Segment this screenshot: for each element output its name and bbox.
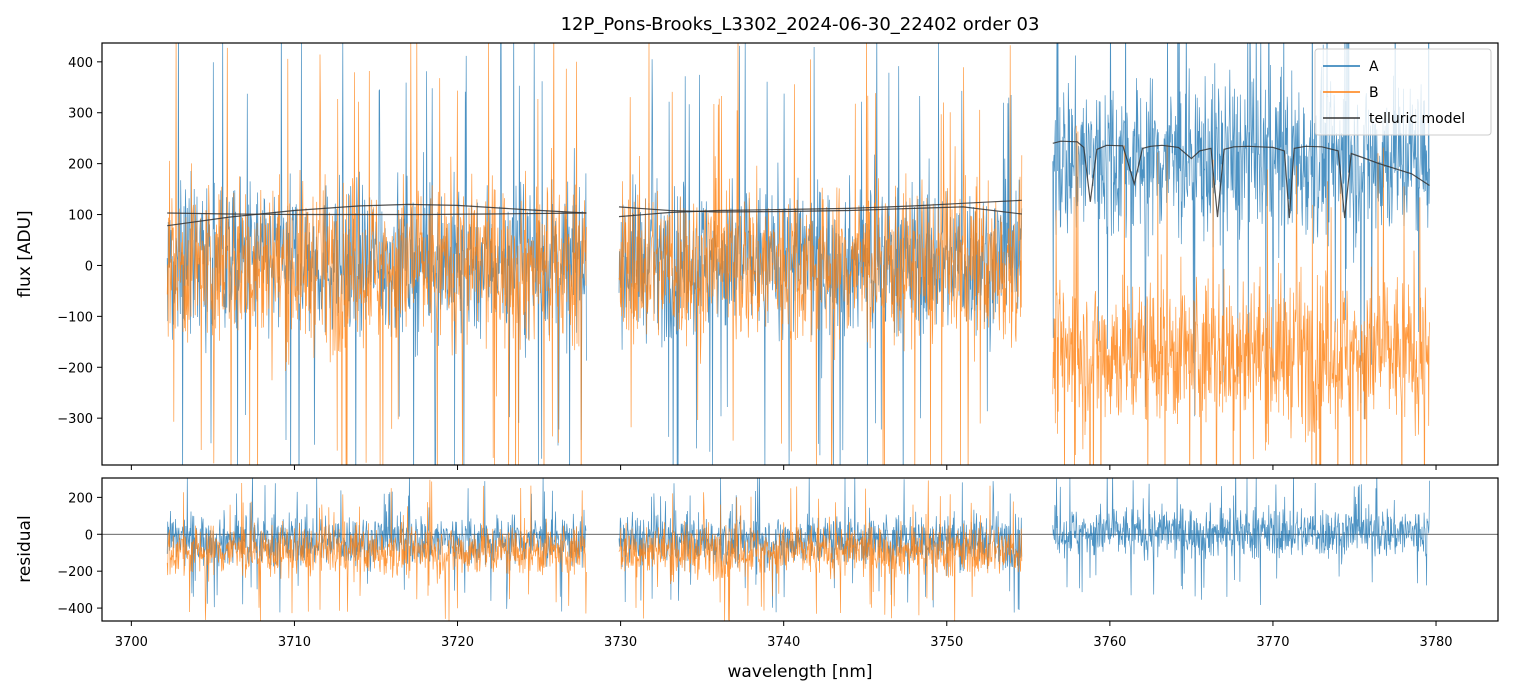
x-tick-label: 3760 xyxy=(1093,635,1126,650)
legend-label-a: A xyxy=(1369,59,1379,75)
x-tick-label: 3720 xyxy=(441,635,474,650)
flux-series-b-segment-0 xyxy=(166,43,587,465)
flux-y-tick-label: 300 xyxy=(68,107,93,122)
flux-panel-frame xyxy=(101,42,1499,466)
residual-y-tick-label: 0 xyxy=(85,528,93,543)
flux-series-b-segment-2 xyxy=(1052,125,1430,465)
residual-panel-frame xyxy=(101,477,1499,622)
x-tick-label: 3770 xyxy=(1256,635,1289,650)
residual-series-a-segment-2 xyxy=(1052,478,1430,606)
flux-series-telluric-model-segment-2 xyxy=(618,199,1022,218)
legend-label-b: B xyxy=(1369,85,1379,101)
flux-panel: −300 −200 −100 0 100 200 300 400 flux [ADU] xyxy=(15,42,1499,470)
x-tick-label: 3730 xyxy=(604,635,637,650)
flux-series-telluric-model-segment-3 xyxy=(618,206,1022,215)
flux-series-b-segment-1 xyxy=(618,43,1023,465)
flux-y-tick-label: 0 xyxy=(85,259,93,274)
residual-y-tick-label: 200 xyxy=(68,491,93,506)
flux-y-tick-label: −100 xyxy=(57,310,93,325)
flux-y-tick-label: −200 xyxy=(57,361,93,376)
legend: A B telluric model xyxy=(1314,48,1492,136)
flux-y-tick-label: 100 xyxy=(68,209,93,224)
residual-panel: −400 −200 0 200 3700 3710 3720 3730 3740 3750 376… xyxy=(15,477,1499,650)
flux-ylabel: flux [ADU] xyxy=(15,210,35,297)
flux-series-telluric-model-segment-4 xyxy=(1052,140,1430,219)
x-axis-label: wavelength [nm] xyxy=(727,662,872,682)
legend-label-telluric: telluric model xyxy=(1369,111,1465,127)
x-tick-label: 3700 xyxy=(115,635,148,650)
x-tick-label: 3750 xyxy=(930,635,963,650)
flux-y-tick-label: 400 xyxy=(68,56,93,71)
residual-y-tick-label: −400 xyxy=(57,602,93,617)
flux-series-telluric-model-segment-0 xyxy=(167,203,587,227)
residual-y-tick-label: −200 xyxy=(57,565,93,580)
residual-ylabel: residual xyxy=(15,515,35,582)
chart-title: 12P_Pons-Brooks_L3302_2024-06-30_22402 o… xyxy=(561,14,1040,35)
flux-y-tick-label: −300 xyxy=(57,412,93,427)
residual-series-b-segment-1 xyxy=(618,480,1023,621)
residual-series-a-segment-1 xyxy=(618,478,1023,613)
residual-series-b-segment-0 xyxy=(166,479,587,621)
x-tick-label: 3710 xyxy=(278,635,311,650)
flux-y-tick-label: 200 xyxy=(68,158,93,173)
x-tick-label: 3780 xyxy=(1419,635,1452,650)
x-tick-label: 3740 xyxy=(767,635,800,650)
legend-box xyxy=(1314,48,1492,136)
flux-series-telluric-model-segment-1 xyxy=(167,212,587,216)
